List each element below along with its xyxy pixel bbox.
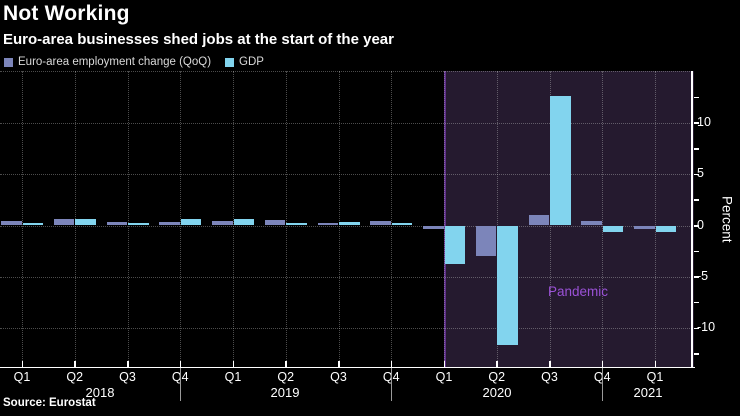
y-tick-label: 0: [697, 217, 704, 232]
gridline-vertical: [338, 71, 340, 367]
gdp-bar: [233, 219, 254, 226]
y-tick: [693, 173, 699, 176]
y-axis-title: Percent: [719, 195, 735, 243]
employment-bar: [370, 221, 391, 226]
x-tick-label: Q2: [277, 369, 295, 384]
y-tick: [693, 327, 699, 330]
employment-bar: [317, 223, 338, 226]
legend: Euro-area employment change (QoQ) GDP: [4, 56, 264, 68]
gridline-horizontal: [0, 122, 692, 124]
year-label: 2019: [270, 384, 300, 400]
gdp-bar: [22, 223, 43, 226]
y-tick-label: -5: [697, 268, 709, 283]
gdp-bar: [128, 223, 149, 226]
x-tick-label: Q4: [171, 369, 189, 384]
employment-bar: [1, 221, 22, 226]
y-tick: [693, 96, 699, 99]
gridline-horizontal: [0, 328, 692, 330]
y-tick: [693, 276, 699, 278]
x-tick-label: Q3: [541, 369, 558, 384]
employment-bar: [634, 225, 655, 229]
y-tick-label: -10: [697, 320, 716, 335]
x-tick-label: Q1: [646, 369, 664, 384]
employment-bar: [106, 222, 127, 226]
gridline-horizontal: [0, 71, 692, 73]
y-tick: [693, 250, 699, 253]
year-separator-tick: [180, 368, 182, 401]
pandemic-annotation: Pandemic: [548, 284, 609, 299]
x-axis-line: [0, 366, 695, 368]
year-label: 2020: [482, 384, 512, 400]
gridline-horizontal: [0, 276, 692, 278]
y-tick-label: 5: [697, 166, 704, 181]
gridline-vertical: [602, 71, 604, 367]
gdp-bar: [444, 225, 465, 264]
employment-bar: [581, 221, 602, 226]
y-tick: [693, 353, 699, 355]
gridline-horizontal: [0, 174, 692, 176]
x-tick-label: Q3: [330, 369, 347, 384]
source-credit: Source: Eurostat: [3, 397, 96, 409]
gridline-vertical: [496, 71, 498, 367]
x-tick-label: Q2: [66, 369, 84, 384]
gridline-horizontal: [0, 225, 692, 227]
gridline-vertical: [391, 71, 393, 367]
x-tick-label: Q1: [224, 369, 242, 384]
gdp-bar: [550, 96, 571, 226]
gdp-bar: [286, 223, 307, 226]
y-tick: [693, 122, 699, 124]
x-tick-label: Q3: [119, 369, 136, 384]
plot-area: Pandemic: [0, 71, 694, 367]
gridline-vertical: [180, 71, 182, 367]
x-tick-label: Q1: [435, 369, 453, 384]
employment-bar: [53, 219, 75, 226]
y-axis-line: [691, 71, 693, 368]
employment-bar: [212, 220, 233, 226]
x-tick-label: Q4: [382, 369, 400, 384]
gridline-vertical: [444, 71, 445, 367]
x-tick-label: Q1: [13, 369, 31, 384]
gdp-bar: [391, 223, 413, 226]
gdp-bar: [655, 225, 676, 232]
employment-swatch-icon: [4, 57, 13, 67]
employment-bar: [528, 215, 549, 226]
employment-bar: [423, 225, 444, 229]
gdp-bar: [339, 222, 360, 226]
year-label: 2021: [633, 384, 663, 400]
gdp-bar: [602, 225, 624, 232]
gridline-vertical: [285, 71, 287, 367]
x-tick-label: Q2: [488, 369, 506, 384]
y-tick: [693, 225, 699, 227]
year-separator-tick: [391, 368, 393, 401]
gridline-vertical: [233, 71, 234, 367]
gdp-swatch-icon: [225, 57, 235, 67]
gridline-vertical: [74, 71, 76, 367]
employment-bar: [475, 225, 497, 257]
gdp-bar: [180, 219, 202, 226]
chart-subtitle: Euro-area businesses shed jobs at the st…: [3, 31, 394, 48]
gridline-vertical: [655, 71, 656, 367]
y-tick: [693, 301, 699, 304]
y-tick-label: 10: [697, 114, 711, 129]
chart-title: Not Working: [3, 2, 130, 25]
employment-bar: [264, 220, 286, 226]
y-tick: [693, 148, 699, 150]
gdp-bar: [75, 219, 96, 226]
legend-label-employment: Euro-area employment change (QoQ): [18, 56, 212, 68]
gridline-vertical: [22, 71, 23, 367]
y-tick: [693, 199, 699, 201]
gdp-bar: [497, 225, 518, 345]
legend-item-gdp: GDP: [225, 56, 264, 68]
legend-label-gdp: GDP: [239, 56, 264, 68]
legend-item-employment: Euro-area employment change (QoQ): [4, 56, 211, 68]
gridline-vertical: [127, 71, 129, 367]
x-tick-label: Q4: [593, 369, 611, 384]
year-separator-tick: [602, 368, 604, 401]
employment-bar: [159, 222, 180, 226]
